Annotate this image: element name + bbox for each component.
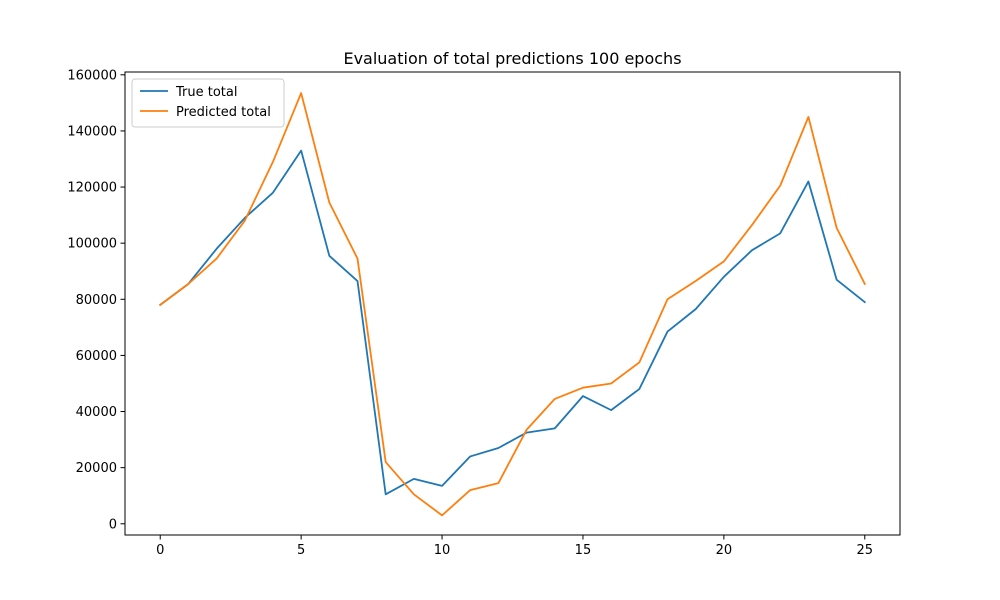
series-line-predicted-total xyxy=(158,92,866,517)
x-tick-label: 5 xyxy=(297,543,305,558)
series-layer xyxy=(158,92,867,517)
y-tick-label: 60000 xyxy=(76,349,117,364)
x-axis: 0 5 10 15 20 25 xyxy=(156,535,873,558)
y-tick-label: 0 xyxy=(109,517,117,532)
y-tick-label: 120000 xyxy=(67,181,117,196)
x-tick-label: 25 xyxy=(856,543,873,558)
x-tick-label: 0 xyxy=(156,543,164,558)
legend: True total Predicted total xyxy=(131,78,285,128)
legend-label-predicted-total: Predicted total xyxy=(176,105,271,120)
y-tick-label: 80000 xyxy=(76,293,117,308)
plot-frame xyxy=(124,71,901,536)
x-tick-label: 10 xyxy=(434,543,451,558)
series-line-true-total xyxy=(158,149,867,496)
y-tick-label: 140000 xyxy=(67,124,117,139)
y-tick-label: 20000 xyxy=(76,461,117,476)
y-tick-label: 40000 xyxy=(76,405,117,420)
legend-box xyxy=(131,78,285,128)
legend-label-true-total: True total xyxy=(175,85,237,100)
y-axis: 0 20000 40000 60000 80000 100000 120000 140000 1… xyxy=(67,68,125,532)
y-tick-label: 160000 xyxy=(67,68,117,83)
chart-title: Evaluation of total predictions 100 epoc… xyxy=(343,49,681,68)
y-tick-label: 100000 xyxy=(67,237,117,252)
x-tick-label: 20 xyxy=(716,543,733,558)
x-tick-label: 15 xyxy=(575,543,592,558)
